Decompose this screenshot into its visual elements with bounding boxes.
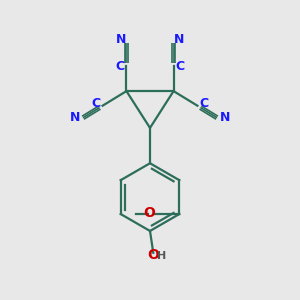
Text: N: N <box>116 33 126 46</box>
Text: C: C <box>176 60 184 73</box>
Text: N: N <box>174 33 184 46</box>
Text: H: H <box>158 251 167 261</box>
Text: N: N <box>220 111 230 124</box>
Text: C: C <box>199 97 208 110</box>
Text: C: C <box>116 60 124 73</box>
Text: O: O <box>144 206 155 220</box>
Text: O: O <box>147 248 159 262</box>
Text: N: N <box>70 111 80 124</box>
Text: C: C <box>92 97 101 110</box>
